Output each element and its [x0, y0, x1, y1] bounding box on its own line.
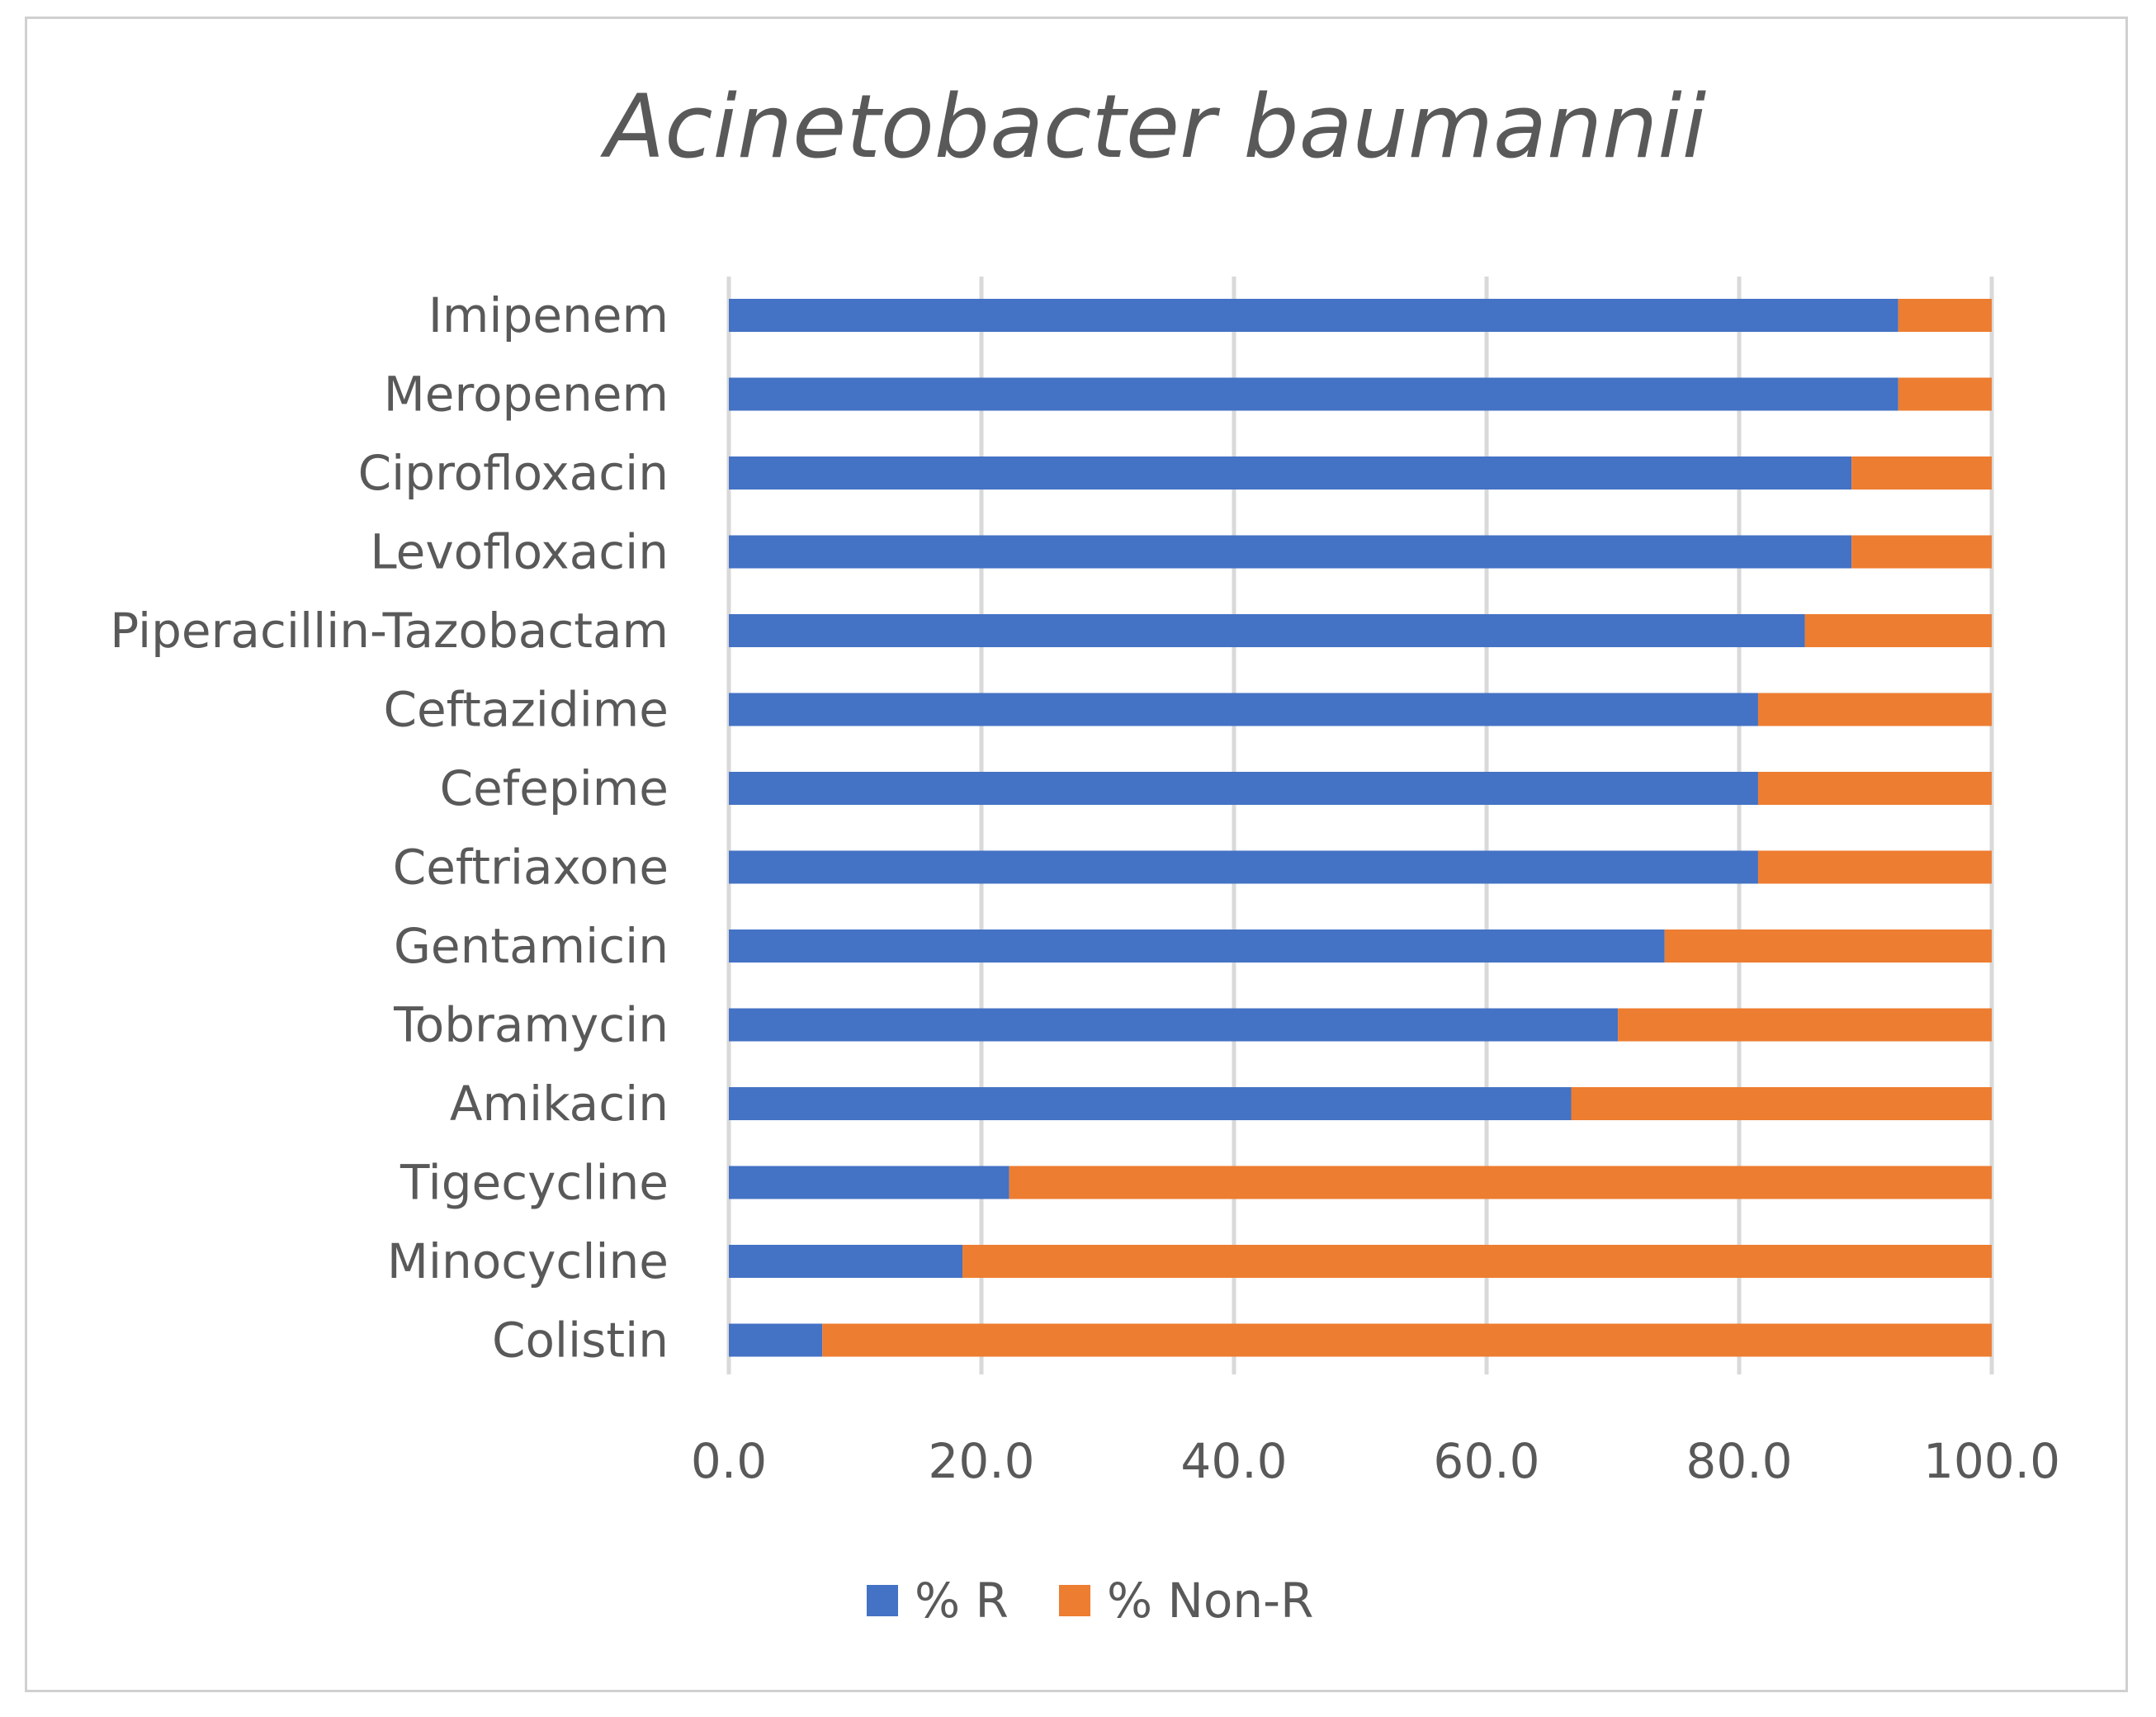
bar-piperacillin-tazobactam-r [729, 614, 1805, 647]
category-label-piperacillin-tazobactam: Piperacillin-Tazobactam [110, 603, 669, 659]
category-label-minocycline: Minocycline [387, 1233, 669, 1289]
bar-tigecycline-non-r [1009, 1166, 1992, 1199]
bar-ciprofloxacin-non-r [1851, 456, 1992, 490]
bar-ceftazidime-non-r [1757, 693, 1992, 726]
bar-amikacin-non-r [1571, 1087, 1992, 1120]
bar-gentamicin-r [729, 929, 1665, 963]
bar-colistin-non-r [822, 1323, 1992, 1357]
bar-minocycline-r [729, 1245, 963, 1278]
chart-title: Acinetobacter baumannii [600, 76, 1707, 177]
bar-minocycline-non-r [962, 1245, 1992, 1278]
category-label-tigecycline: Tigecycline [400, 1155, 669, 1211]
category-label-ceftazidime: Ceftazidime [383, 682, 669, 738]
bar-ceftriaxone-r [729, 850, 1758, 884]
bar-ceftazidime-r [729, 693, 1758, 726]
bar-tobramycin-r [729, 1008, 1619, 1042]
bar-amikacin-r [729, 1087, 1572, 1120]
legend-swatch-non-r [1059, 1585, 1090, 1616]
bar-imipenem-r [729, 299, 1898, 332]
bar-levofloxacin-r [729, 535, 1852, 569]
bar-ceftriaxone-non-r [1757, 850, 1992, 884]
x-tick-label-2: 40.0 [1180, 1433, 1287, 1489]
category-label-cefepime: Cefepime [440, 760, 669, 816]
bar-levofloxacin-non-r [1851, 535, 1992, 569]
category-label-imipenem: Imipenem [428, 287, 669, 343]
x-tick-label-4: 80.0 [1686, 1433, 1792, 1489]
bar-tobramycin-non-r [1618, 1008, 1992, 1042]
legend: % R % Non-R [867, 1573, 1313, 1629]
bar-piperacillin-tazobactam-non-r [1804, 614, 1992, 647]
x-tick-label-3: 60.0 [1433, 1433, 1539, 1489]
bar-cefepime-r [729, 772, 1758, 805]
category-label-amikacin: Amikacin [450, 1076, 669, 1132]
x-tick-label-5: 100.0 [1923, 1433, 2060, 1489]
x-axis-tick-labels: 0.0 20.0 40.0 60.0 80.0 100.0 [691, 1433, 2060, 1489]
category-label-meropenem: Meropenem [384, 367, 669, 423]
x-tick-label-0: 0.0 [691, 1433, 767, 1489]
bar-meropenem-r [729, 377, 1898, 411]
legend-swatch-r [867, 1585, 898, 1616]
bar-tigecycline-r [729, 1166, 1009, 1199]
bar-ciprofloxacin-r [729, 456, 1852, 490]
category-label-levofloxacin: Levofloxacin [370, 524, 669, 580]
category-label-gentamicin: Gentamicin [394, 918, 669, 974]
category-labels: Imipenem Meropenem Ciprofloxacin Levofloxac… [110, 287, 669, 1369]
bar-imipenem-non-r [1898, 299, 1992, 332]
category-label-ceftriaxone: Ceftriaxone [393, 840, 669, 896]
bar-cefepime-non-r [1757, 772, 1992, 805]
bars [729, 299, 1992, 1357]
legend-label-r: % R [915, 1573, 1009, 1629]
x-tick-label-1: 20.0 [928, 1433, 1034, 1489]
bar-colistin-r [729, 1323, 823, 1357]
category-label-tobramycin: Tobramycin [393, 997, 669, 1053]
category-label-ciprofloxacin: Ciprofloxacin [358, 445, 669, 501]
bar-gentamicin-non-r [1664, 929, 1992, 963]
bar-meropenem-non-r [1898, 377, 1992, 411]
gridlines [726, 277, 1994, 1374]
legend-label-non-r: % Non-R [1107, 1573, 1313, 1629]
category-label-colistin: Colistin [492, 1313, 669, 1369]
